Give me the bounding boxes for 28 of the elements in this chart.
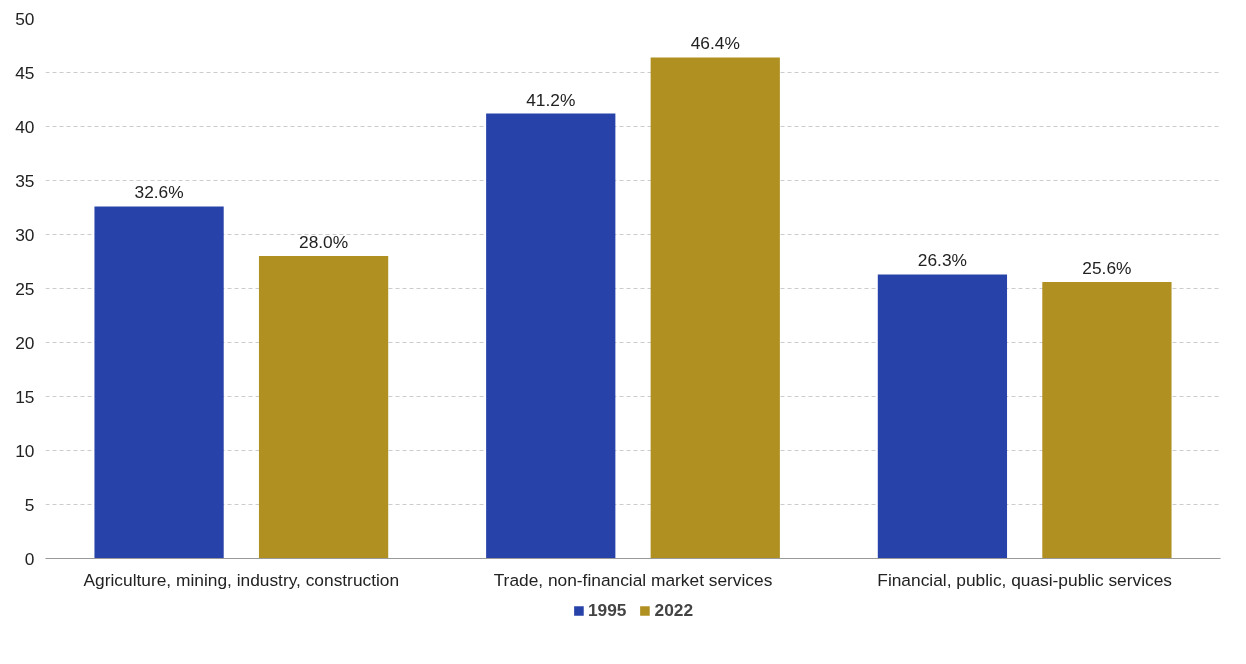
data-label: 26.3% bbox=[917, 250, 967, 271]
y-tick-label: 15 bbox=[15, 386, 35, 407]
y-tick-label: 50 bbox=[15, 8, 35, 29]
bar bbox=[94, 206, 224, 559]
y-tick-label: 45 bbox=[15, 62, 35, 83]
y-tick-label: 40 bbox=[15, 116, 35, 137]
data-label: 25.6% bbox=[1082, 258, 1132, 279]
legend-label: 2022 bbox=[654, 599, 694, 621]
data-label: 41.2% bbox=[526, 89, 576, 110]
y-tick-label: 25 bbox=[15, 278, 35, 299]
y-tick-label: 30 bbox=[15, 224, 35, 245]
legend-label: 1995 bbox=[587, 599, 627, 621]
y-tick-label: 10 bbox=[15, 440, 35, 461]
y-tick-label: 0 bbox=[24, 548, 35, 569]
x-tick-label: Financial, public, quasi-public services bbox=[877, 569, 1173, 590]
data-label: 28.0% bbox=[299, 232, 349, 253]
y-tick-label: 5 bbox=[24, 494, 35, 515]
x-tick-label: Trade, non-financial market services bbox=[493, 569, 773, 590]
bar bbox=[650, 57, 780, 559]
y-tick-label: 35 bbox=[15, 170, 35, 191]
bar bbox=[486, 113, 616, 559]
x-tick-label: Agriculture, mining, industry, construction bbox=[83, 569, 400, 590]
bar bbox=[1042, 282, 1172, 559]
data-label: 32.6% bbox=[134, 182, 184, 203]
y-tick-label: 20 bbox=[15, 332, 35, 353]
data-label: 46.4% bbox=[690, 33, 740, 54]
bar bbox=[877, 274, 1008, 559]
bar bbox=[258, 256, 389, 559]
